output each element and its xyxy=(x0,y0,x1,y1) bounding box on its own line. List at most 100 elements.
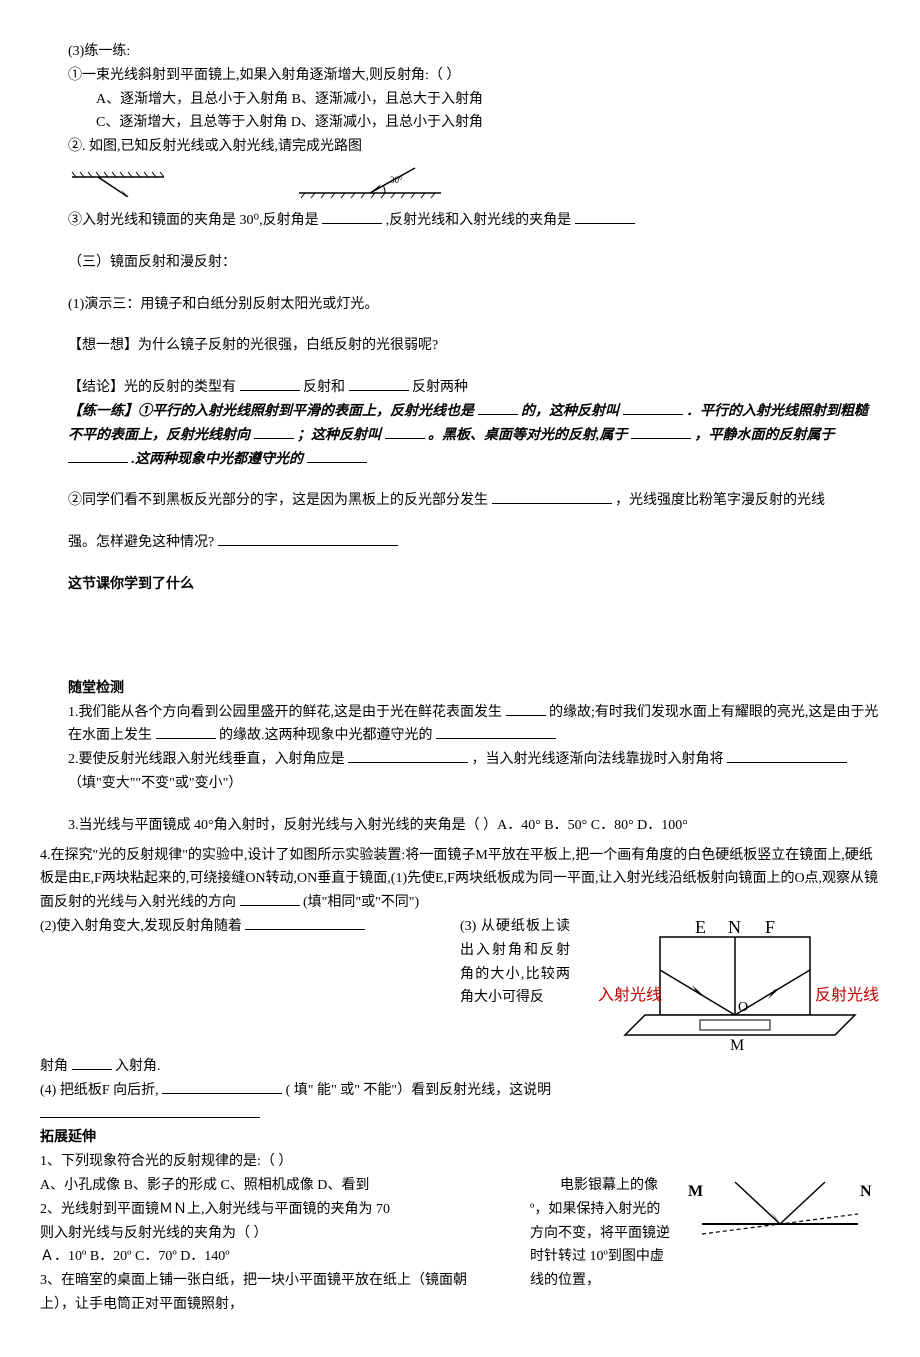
quiz-heading: 随堂检测 xyxy=(68,677,880,701)
quiz-q3: 3.当光线与平面镜成 40°角入射时，反射光线与入射光线的夹角是（ ）A．40°… xyxy=(68,814,880,838)
svg-text:N: N xyxy=(728,917,741,937)
practice-title: (3)练一练: xyxy=(68,40,880,64)
ext-q1: 1、下列现象符合光的反射规律的是:（ ） xyxy=(40,1150,880,1174)
quiz-q4a: 4.在探究"光的反射规律"的实验中,设计了如图所示实验装置:将一面镜子M平放在平… xyxy=(40,844,880,915)
diagram-row: 30° xyxy=(68,163,880,203)
text: 上），让手电筒正对平面镜照射， xyxy=(40,1297,243,1312)
text: (3) 从硬纸板上读出入射角和反射角的大小,比较两角大小可得反 xyxy=(460,915,570,1010)
blank[interactable] xyxy=(240,891,300,906)
ext-q3: 3、在暗室的桌面上铺一张白纸，把一块小平面镜平放在纸上（镜面朝 上），让手电筒正… xyxy=(40,1269,880,1317)
text: ②同学们看不到黑板反光部分的字，这是因为黑板上的反光部分发生 xyxy=(68,493,488,508)
text: ；这种反射叫 xyxy=(297,428,381,443)
text: 【练一练】①平行的入射光线照射到平滑的表面上，反射光线也是 xyxy=(68,404,474,419)
q1-opt-a: A、逐渐增大，且总小于入射角 B、逐渐减小，且总大于入射角 xyxy=(96,88,880,112)
q2-blackboard: ②同学们看不到黑板反光部分的字，这是因为黑板上的反光部分发生 ，光线强度比粉笔字… xyxy=(68,489,880,513)
text: 则入射光线与反射光线的夹角为（ ） xyxy=(40,1226,268,1241)
text: 的缘故.这两种现象中光都遵守光的 xyxy=(219,728,433,743)
blank[interactable] xyxy=(492,489,612,504)
quiz-q2: 2.要使反射光线跟入射光线垂直，入射角应是 ，当入射光线逐渐向法线靠拢时入射角将… xyxy=(68,748,880,796)
extension-block: 1、下列现象符合光的反射规律的是:（ ） M N A、小孔成像 B、影子的形成 … xyxy=(40,1150,880,1317)
svg-text:M: M xyxy=(730,1037,744,1054)
extension-heading: 拓展延伸 xyxy=(40,1126,880,1150)
blank[interactable] xyxy=(727,748,847,763)
blank[interactable] xyxy=(349,376,409,391)
q3: ③入射光线和镜面的夹角是 30⁰,反射角是 ,反射光线和入射光线的夹角是 xyxy=(68,209,880,233)
blank[interactable] xyxy=(322,209,382,224)
text: 强。怎样避免这种情况? xyxy=(68,535,214,550)
q1: ①一束光线斜射到平面镜上,如果入射角逐渐增大,则反射角:（ ） xyxy=(68,64,880,88)
conclusion: 【结论】光的反射的类型有 反射和 反射两种 xyxy=(68,376,880,400)
blank[interactable] xyxy=(156,724,216,739)
blank[interactable] xyxy=(40,1103,260,1118)
section-3-heading: （三）镜面反射和漫反射： xyxy=(68,251,880,275)
think: 【想一想】为什么镜子反射的光很强，白纸反射的光很弱呢? xyxy=(68,334,880,358)
text: 电影银幕上的像 xyxy=(560,1174,670,1198)
text: 2.要使反射光线跟入射光线垂直，入射角应是 xyxy=(68,752,345,767)
svg-text:E: E xyxy=(695,917,706,937)
quiz-q1: 1.我们能从各个方向看到公园里盛开的鲜花,这是由于光在鲜花表面发生 的缘故;有时… xyxy=(68,701,880,749)
exercise-parallel: 【练一练】①平行的入射光线照射到平滑的表面上，反射光线也是 的，这种反射叫 ．平… xyxy=(68,400,880,471)
text: (2)使入射角变大,发现反射角随着 xyxy=(40,919,242,934)
blank[interactable] xyxy=(436,724,556,739)
lesson-summary: 这节课你学到了什么 xyxy=(68,573,880,597)
quiz-q4-blank-line xyxy=(40,1103,880,1127)
text: 或" 不能"）看到反射光线，这说明 xyxy=(340,1083,551,1098)
text: 。黑板、桌面等对光的反射,属于 xyxy=(428,428,628,443)
quiz-q4-4: (4) 把纸板F 向后折, ( 填" 能" 或" 不能"）看到反射光线，这说明 xyxy=(40,1079,880,1103)
svg-text:入射光线: 入射光线 xyxy=(598,986,662,1004)
blank[interactable] xyxy=(478,400,518,415)
blank[interactable] xyxy=(307,448,367,463)
blank[interactable] xyxy=(245,915,365,930)
text: 【结论】光的反射的类型有 xyxy=(68,380,236,395)
svg-text:O: O xyxy=(738,1000,748,1015)
svg-text:N: N xyxy=(860,1183,872,1200)
blank[interactable] xyxy=(348,748,468,763)
q2-text: ②. 如图,已知反射光线或入射光线,请完成光路图 xyxy=(68,139,362,154)
text: 反射两种 xyxy=(412,380,468,395)
text: 3、在暗室的桌面上铺一张白纸，把一块小平面镜平放在纸上（镜面朝 xyxy=(40,1273,467,1288)
blank[interactable] xyxy=(623,400,683,415)
blank[interactable] xyxy=(68,448,128,463)
text: （填"变大""不变"或"变小"） xyxy=(68,776,242,791)
quiz-q4-3: 射角 入射角. xyxy=(40,1055,880,1079)
q3-b: ,反射光线和入射光线的夹角是 xyxy=(386,213,572,228)
text: (填"相同"或"不同") xyxy=(303,895,419,910)
mirror-diagram-2: 30° xyxy=(295,163,445,203)
experiment-svg: E N F O M 入射光线 反射光线 xyxy=(580,915,880,1055)
text: (4) 把纸板F 向后折, xyxy=(40,1083,159,1098)
mn-figure: M N xyxy=(680,1174,880,1254)
text: A、小孔成像 B、影子的形成 C、照相机成像 D、看到 xyxy=(40,1178,369,1193)
text: 4.在探究"光的反射规律"的实验中,设计了如图所示实验装置:将一面镜子M平放在平… xyxy=(40,848,878,911)
q3-a: ③入射光线和镜面的夹角是 30⁰,反射角是 xyxy=(68,213,319,228)
blank[interactable] xyxy=(506,701,546,716)
section-3: （三）镜面反射和漫反射： (1)演示三：用镜子和白纸分别反射太阳光或灯光。 【想… xyxy=(68,251,880,597)
blank[interactable] xyxy=(162,1079,282,1094)
text: 入射角. xyxy=(115,1059,161,1074)
svg-text:F: F xyxy=(765,917,775,937)
text: 1.我们能从各个方向看到公园里盛开的鲜花,这是由于光在鲜花表面发生 xyxy=(68,705,502,720)
q2-cont: 强。怎样避免这种情况? xyxy=(68,531,880,555)
text: .这两种现象中光都遵守光的 xyxy=(132,452,304,467)
text: ，光线强度比粉笔字漫反射的光线 xyxy=(615,493,825,508)
mn-svg: M N xyxy=(680,1174,880,1254)
blank[interactable] xyxy=(254,424,294,439)
quiz-q4-block: 4.在探究"光的反射规律"的实验中,设计了如图所示实验装置:将一面镜子M平放在平… xyxy=(40,844,880,1127)
text: 2、光线射到平面镜ＭＮ上,入射光线与平面镜的夹角为 70 xyxy=(40,1202,390,1217)
text: 射角 xyxy=(40,1059,68,1074)
blank[interactable] xyxy=(72,1055,112,1070)
text: ( 填" 能" xyxy=(286,1083,337,1098)
blank[interactable] xyxy=(385,424,425,439)
text: 的，这种反射叫 xyxy=(521,404,619,419)
blank[interactable] xyxy=(631,424,691,439)
blank[interactable] xyxy=(218,531,398,546)
mirror-diagram-1 xyxy=(68,169,168,197)
blank[interactable] xyxy=(240,376,300,391)
demo-3: (1)演示三：用镜子和白纸分别反射太阳光或灯光。 xyxy=(68,293,880,317)
blank[interactable] xyxy=(575,209,635,224)
experiment-figure: E N F O M 入射光线 反射光线 xyxy=(580,915,880,1055)
text: º，如果保持入射光的方向不变，将平面镜逆时针转过 10º到图中虚线的位置， xyxy=(530,1198,670,1293)
angle-label: 30° xyxy=(390,175,403,185)
q1-opt-b: C、逐渐增大，且总等于入射角 D、逐渐减小，且总小于入射角 xyxy=(96,111,880,135)
svg-text:反射光线: 反射光线 xyxy=(815,986,879,1004)
practice-block: (3)练一练: ①一束光线斜射到平面镜上,如果入射角逐渐增大,则反射角:（ ） … xyxy=(68,40,880,233)
